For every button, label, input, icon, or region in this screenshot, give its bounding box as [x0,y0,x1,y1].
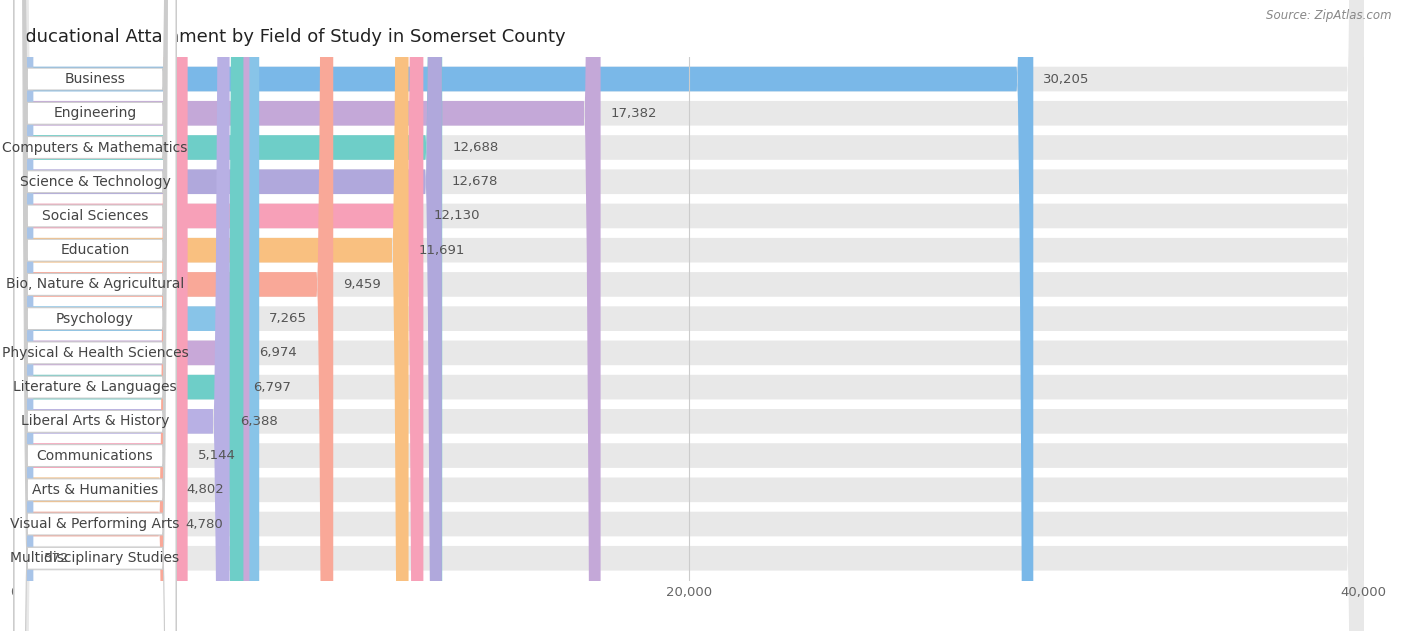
Text: Physical & Health Sciences: Physical & Health Sciences [1,346,188,360]
Text: 6,974: 6,974 [260,346,297,360]
Text: Source: ZipAtlas.com: Source: ZipAtlas.com [1267,9,1392,23]
FancyBboxPatch shape [14,0,176,631]
Text: Liberal Arts & History: Liberal Arts & History [21,415,169,428]
Text: 4,780: 4,780 [186,517,224,531]
Text: 5,144: 5,144 [198,449,236,462]
FancyBboxPatch shape [14,0,1364,631]
Text: Social Sciences: Social Sciences [42,209,148,223]
FancyBboxPatch shape [14,0,1364,631]
FancyBboxPatch shape [14,0,600,631]
Text: 4,802: 4,802 [186,483,224,497]
Text: Computers & Mathematics: Computers & Mathematics [3,141,188,155]
FancyBboxPatch shape [14,0,1364,631]
FancyBboxPatch shape [14,0,176,631]
FancyBboxPatch shape [14,0,187,631]
FancyBboxPatch shape [14,0,333,631]
Text: Psychology: Psychology [56,312,134,326]
Text: Multidisciplinary Studies: Multidisciplinary Studies [10,551,180,565]
Text: Engineering: Engineering [53,106,136,121]
FancyBboxPatch shape [14,0,176,631]
FancyBboxPatch shape [14,0,1033,631]
Text: Communications: Communications [37,449,153,463]
FancyBboxPatch shape [14,0,176,631]
FancyBboxPatch shape [14,0,1364,631]
FancyBboxPatch shape [14,0,441,631]
Text: Business: Business [65,72,125,86]
FancyBboxPatch shape [14,0,34,631]
Text: 12,678: 12,678 [451,175,498,188]
FancyBboxPatch shape [14,0,176,631]
FancyBboxPatch shape [14,0,1364,631]
FancyBboxPatch shape [14,0,249,631]
Text: 30,205: 30,205 [1043,73,1090,86]
FancyBboxPatch shape [14,0,1364,631]
Text: Arts & Humanities: Arts & Humanities [32,483,157,497]
Text: Literature & Languages: Literature & Languages [13,380,177,394]
FancyBboxPatch shape [14,0,1364,631]
FancyBboxPatch shape [14,0,176,631]
Text: Bio, Nature & Agricultural: Bio, Nature & Agricultural [6,278,184,292]
Text: Educational Attainment by Field of Study in Somerset County: Educational Attainment by Field of Study… [14,28,565,46]
Text: 572: 572 [44,551,69,565]
FancyBboxPatch shape [14,0,1364,631]
Text: 12,688: 12,688 [453,141,499,154]
Text: Science & Technology: Science & Technology [20,175,170,189]
FancyBboxPatch shape [14,0,409,631]
FancyBboxPatch shape [14,0,176,631]
FancyBboxPatch shape [14,0,1364,631]
Text: 11,691: 11,691 [419,244,465,257]
FancyBboxPatch shape [14,0,176,631]
FancyBboxPatch shape [14,0,1364,631]
FancyBboxPatch shape [14,0,243,631]
FancyBboxPatch shape [14,0,176,631]
Text: Visual & Performing Arts: Visual & Performing Arts [10,517,180,531]
FancyBboxPatch shape [14,0,176,631]
FancyBboxPatch shape [14,0,229,631]
Text: 12,130: 12,130 [433,209,479,223]
FancyBboxPatch shape [14,0,176,631]
Text: Education: Education [60,243,129,257]
FancyBboxPatch shape [14,0,259,631]
FancyBboxPatch shape [14,0,423,631]
FancyBboxPatch shape [14,0,176,631]
FancyBboxPatch shape [14,0,176,631]
FancyBboxPatch shape [14,0,1364,631]
FancyBboxPatch shape [14,0,1364,631]
FancyBboxPatch shape [14,0,443,631]
FancyBboxPatch shape [14,0,176,631]
Text: 6,388: 6,388 [240,415,277,428]
Text: 17,382: 17,382 [610,107,657,120]
FancyBboxPatch shape [14,0,176,631]
FancyBboxPatch shape [14,0,176,631]
Text: 9,459: 9,459 [343,278,381,291]
FancyBboxPatch shape [14,0,1364,631]
FancyBboxPatch shape [14,0,1364,631]
FancyBboxPatch shape [14,0,176,631]
Text: 6,797: 6,797 [253,380,291,394]
FancyBboxPatch shape [14,0,1364,631]
Text: 7,265: 7,265 [270,312,308,325]
